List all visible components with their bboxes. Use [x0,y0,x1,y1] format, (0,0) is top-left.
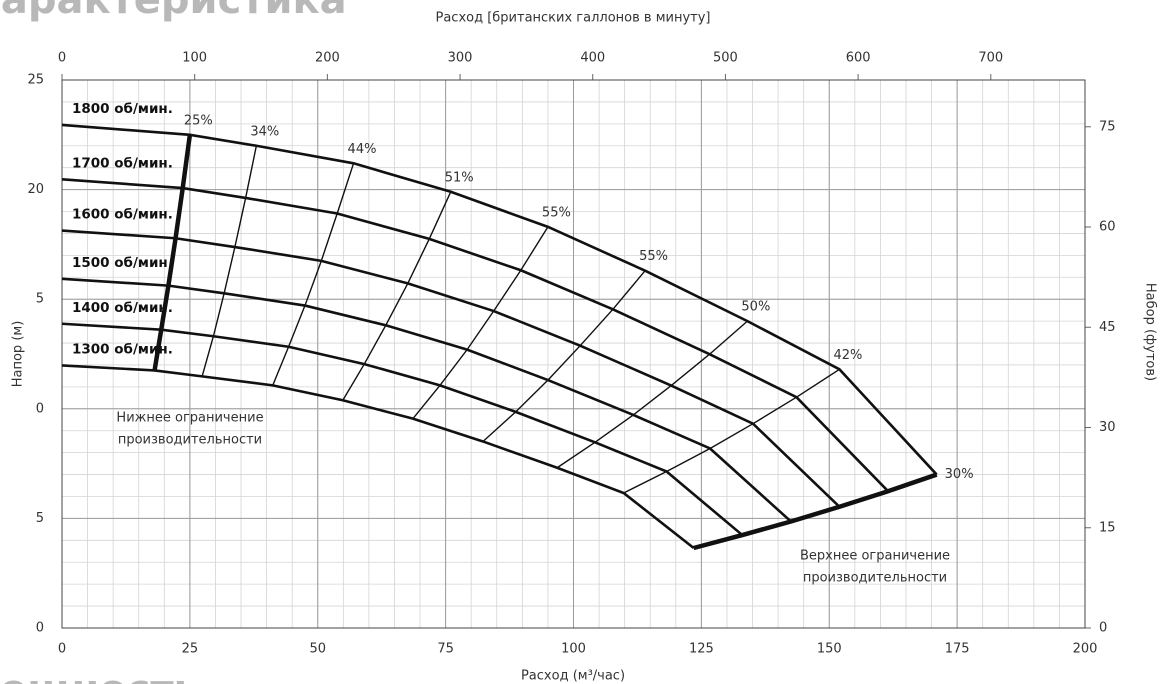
speed-curve [61,364,695,550]
efficiency-line [272,163,355,386]
efficiency-label: 25% [184,113,213,128]
y-tick-label: 20 [27,182,44,197]
y-axis-title: Напор (м) [11,321,26,388]
speed-label: 1400 об/мин. [72,300,173,316]
efficiency-line [201,145,258,377]
efficiency-line [556,320,748,469]
x-tick-label: 175 [945,642,970,657]
y2-tick-label: 60 [1099,220,1116,235]
limit-line [693,472,938,551]
y-tick-label: 5 [36,511,44,526]
speed-curve [61,229,841,508]
efficiency-line [482,270,646,442]
efficiency-line [623,368,840,494]
efficiency-label: 42% [833,348,862,363]
x-tick-label: 50 [309,642,326,657]
x-tick-label: 25 [182,642,199,657]
plot-frame [61,79,1086,629]
x2-tick-label: 600 [846,51,871,66]
y-tick-label: 5 [36,292,44,307]
y-tick-label: 0 [36,621,44,636]
x-tick-label: 200 [1073,642,1098,657]
x2-axis-title: Расход [британских галлонов в минуту] [435,11,710,26]
x2-tick-label: 0 [58,51,66,66]
x2-tick-label: 400 [580,51,605,66]
y2-tick-label: 45 [1099,320,1116,335]
efficiency-line [342,191,452,401]
y-tick-label: 0 [36,401,44,416]
y2-axis-title: Набор (футов) [1143,283,1158,381]
speed-label: 1300 об/мин. [72,341,173,357]
efficiency-label: 34% [250,124,279,139]
speed-curve [61,178,890,493]
speed-label: 1500 об/мин [72,255,168,271]
limit-line [152,134,193,371]
efficiency-label: 44% [348,142,377,157]
efficiency-label: 55% [639,249,668,264]
annotation: Нижнее ограничение [116,411,263,426]
x-tick-label: 75 [437,642,454,657]
efficiency-label: 55% [542,205,571,220]
x-tick-label: 0 [58,642,66,657]
speed-label: 1600 об/мин. [72,207,173,223]
y2-tick-label: 75 [1099,119,1116,134]
speed-label: 1700 об/мин. [72,155,173,171]
footer-fragment: Мощность [0,667,199,684]
speed-curve [61,277,792,523]
x-tick-label: 150 [817,642,842,657]
efficiency-line [412,226,549,420]
efficiency-label: 51% [445,170,474,185]
annotation: производительности [803,571,947,586]
x-tick-label: 125 [689,642,714,657]
x2-tick-label: 100 [182,51,207,66]
y2-tick-label: 30 [1099,420,1116,435]
header-fragment: Характеристика [0,0,347,23]
speed-label: 1800 об/мин. [72,101,173,117]
speed-curve [61,123,938,476]
x2-tick-label: 300 [448,51,473,66]
x2-tick-label: 500 [713,51,738,66]
x2-tick-label: 200 [315,51,340,66]
efficiency-label: 50% [741,300,770,315]
annotation: Верхнее ограничение [800,549,950,564]
efficiency-label: 30% [945,467,974,482]
annotation: производительности [118,433,262,448]
speed-curve [61,322,744,537]
x-axis-title: Расход (м³/час) [521,669,625,684]
y2-tick-label: 0 [1099,621,1107,636]
x2-tick-label: 700 [978,51,1003,66]
x-tick-label: 100 [561,642,586,657]
y-tick-label: 25 [27,73,44,88]
y2-tick-label: 15 [1099,520,1116,535]
